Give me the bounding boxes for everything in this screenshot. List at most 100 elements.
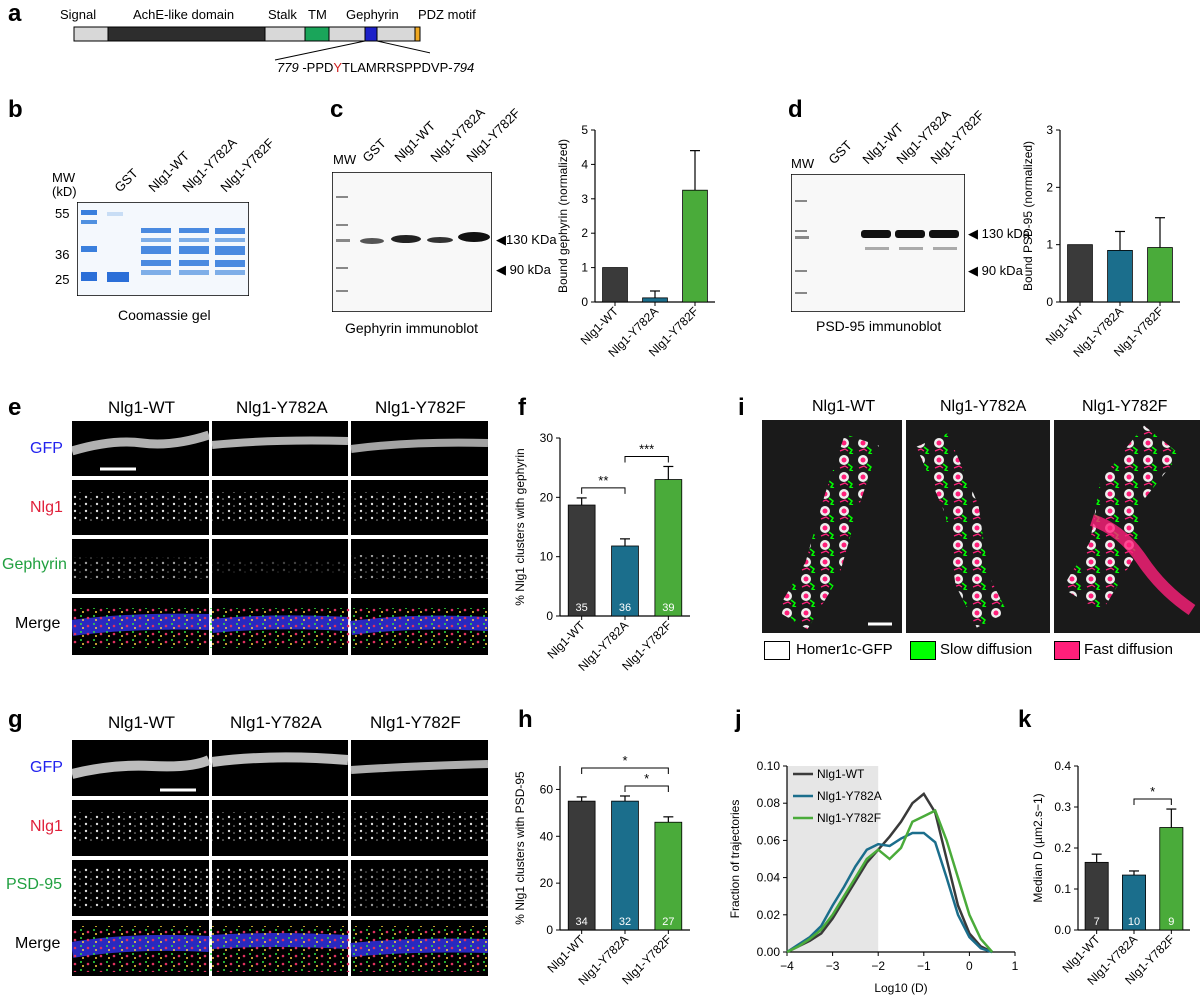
panel-i-label: i (738, 394, 745, 421)
n-label: 35 (576, 602, 588, 614)
domain-signal-label: Signal (60, 7, 97, 22)
y-tick-label: 20 (540, 490, 554, 504)
e-row-merge: Merge (15, 615, 61, 632)
y-tick-label: 1 (581, 261, 588, 275)
significance-label: * (622, 753, 627, 768)
band-d-90: ◀ 90 kDa (968, 263, 1023, 278)
panel-h-label: h (518, 706, 533, 733)
x-tick-label: 1 (1012, 959, 1019, 973)
x-tick-label: −2 (871, 959, 885, 973)
y-tick-label: 0.02 (757, 908, 781, 922)
series-line (786, 808, 994, 954)
caption-gephyrin: Gephyrin immunoblot (345, 320, 479, 336)
y-tick-label: 0.10 (757, 759, 781, 773)
y-tick-label: 0.3 (1054, 800, 1071, 814)
chart-f: 0 10 20 30 % Nlg1 clusters with gephyrin 35 Nl… (513, 431, 690, 674)
panel-g-label: g (8, 706, 23, 733)
n-label: 32 (619, 916, 631, 928)
panel-b-label: b (8, 96, 23, 123)
y-axis-label: Fraction of trajectories (728, 800, 742, 919)
bar (1159, 827, 1184, 931)
y-tick-label: 0 (546, 923, 553, 937)
legend-fast-swatch (1054, 641, 1080, 660)
g-row-merge: Merge (15, 935, 61, 952)
x-tick-label: −4 (780, 959, 794, 973)
panel-d-label: d (788, 96, 803, 123)
gephyrin-blot (332, 172, 492, 312)
legend-label: Nlg1-WT (817, 767, 865, 781)
y-tick-label: 2 (1046, 180, 1053, 194)
legend-fast: Fast diffusion (1084, 641, 1173, 658)
chart-h: 0 20 40 60 % Nlg1 clusters with PSD-95 34 Nlg1… (513, 753, 690, 988)
panel-c-label: c (330, 96, 344, 123)
y-tick-label: 0 (1046, 295, 1053, 309)
bar (654, 821, 683, 931)
legend-slow-swatch (910, 641, 936, 660)
x-tick-label: Nlg1-WT (544, 932, 588, 976)
significance-label: ** (598, 473, 608, 488)
e-row-gfp: GFP (30, 440, 63, 457)
significance-bracket (1133, 798, 1172, 806)
y-tick-label: 0.1 (1054, 882, 1071, 896)
bar (654, 479, 683, 617)
seq-post: TLAMRRSPPDVP- (342, 60, 453, 75)
y-tick-label: 0.08 (757, 796, 781, 810)
psd95-blot (791, 174, 965, 312)
seq-tyrosine: Y (333, 60, 343, 75)
bar (602, 267, 628, 303)
y-tick-label: 1 (1046, 238, 1053, 252)
panel-f-label: f (518, 394, 526, 421)
legend-homer-swatch (764, 641, 790, 660)
panel-j-label: j (735, 706, 742, 733)
band-d-130: ◀ 130 kDa (968, 226, 1031, 241)
e-row-gephyrin: Gephyrin (2, 556, 67, 573)
g-col-wt: Nlg1-WT (108, 713, 176, 732)
bar (611, 800, 639, 931)
y-tick-label: 4 (581, 157, 588, 171)
marker-36: 36 (55, 247, 70, 262)
blot-c-lane-gst: GST (359, 135, 389, 165)
chart-j: 0.00 0.02 0.04 0.06 0.08 0.10 −4 −3 −2 −1 0 1 Log10 … (728, 759, 1019, 995)
y-tick-label: 3 (581, 192, 588, 206)
x-tick-label: −3 (826, 959, 840, 973)
significance-label: * (1150, 784, 1155, 799)
n-label: 10 (1128, 916, 1140, 928)
panel-k-label: k (1018, 706, 1032, 733)
caption-psd95: PSD-95 immunoblot (816, 318, 942, 334)
series-line (786, 831, 993, 954)
y-tick-label: 10 (540, 550, 554, 564)
band-c-90: ◀ 90 kDa (496, 262, 551, 277)
g-col-y782f: Nlg1-Y782F (370, 713, 461, 732)
g-micrograph-grid (70, 740, 489, 976)
y-tick-label: 40 (540, 829, 554, 843)
e-col-y782a: Nlg1-Y782A (236, 398, 328, 417)
n-label: 7 (1094, 916, 1100, 928)
y-tick-label: 0.0 (1054, 923, 1071, 937)
panel-e-label: e (8, 394, 22, 421)
y-tick-label: 0 (546, 609, 553, 623)
y-axis-label: Median D (µm2.s−1) (1031, 793, 1045, 902)
y-tick-label: 3 (1046, 123, 1053, 137)
y-tick-label: 2 (581, 226, 588, 240)
y-axis-label: Bound gephyrin (normalized) (556, 139, 570, 293)
domain-ache-label: AchE-like domain (133, 7, 235, 22)
y-tick-label: 0.04 (757, 871, 781, 885)
x-tick-label: −1 (917, 959, 931, 973)
y-tick-label: 5 (581, 123, 588, 137)
coomassie-gel (77, 202, 249, 296)
domain-stalk-label: Stalk (268, 7, 297, 22)
y-tick-label: 0.06 (757, 833, 781, 847)
i-col-wt: Nlg1-WT (812, 398, 876, 415)
significance-bracket (581, 487, 626, 494)
y-axis-label: Bound PSD-95 (normalized) (1021, 141, 1035, 291)
x-tick-label: 0 (966, 959, 973, 973)
seq-end: 794 (452, 60, 475, 75)
e-micrograph-grid (70, 421, 489, 655)
legend-label: Nlg1-Y782A (817, 789, 882, 803)
blot-c-mw: MW (333, 152, 357, 167)
n-label: 39 (662, 602, 674, 614)
seq-pre: -PPD (298, 60, 334, 75)
y-tick-label: 0.4 (1054, 759, 1071, 773)
bar (1067, 244, 1093, 303)
